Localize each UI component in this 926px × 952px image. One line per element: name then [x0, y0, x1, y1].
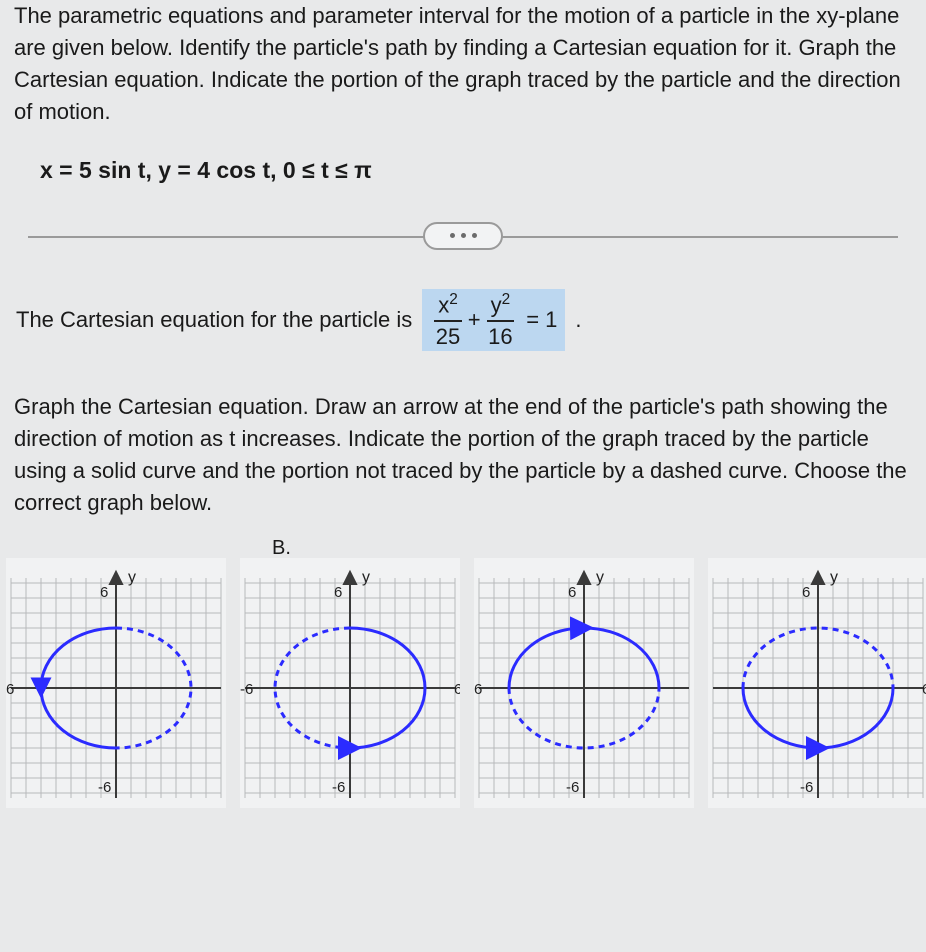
cartesian-answer-row: The Cartesian equation for the particle …	[14, 289, 912, 351]
graph-option-a[interactable]: y 6 6 -6	[6, 558, 226, 808]
svg-text:6: 6	[802, 584, 810, 601]
svg-text:6: 6	[100, 584, 108, 601]
frac2-num: y	[491, 292, 502, 317]
svg-text:-6: -6	[240, 681, 253, 698]
svg-text:y: y	[830, 569, 838, 586]
svg-text:6: 6	[6, 681, 14, 698]
dot-icon	[450, 233, 455, 238]
problem-prompt: The parametric equations and parameter i…	[14, 0, 912, 128]
parametric-equation: x = 5 sin t, y = 4 cos t, 0 ≤ t ≤ π	[40, 154, 912, 187]
graph-option-d[interactable]: y 6 6 -6	[708, 558, 926, 808]
svg-text:-6: -6	[98, 779, 111, 796]
section-divider	[28, 221, 898, 251]
svg-text:-6: -6	[332, 779, 345, 796]
svg-text:6: 6	[334, 584, 342, 601]
graph-prompt: Graph the Cartesian equation. Draw an ar…	[14, 391, 912, 519]
svg-text:-6: -6	[566, 779, 579, 796]
graph-option-b[interactable]: y 6 -6 6 -6	[240, 558, 460, 808]
answer-period: .	[575, 304, 581, 336]
frac1-den: 25	[436, 322, 460, 349]
frac1-num: x	[438, 292, 449, 317]
dot-icon	[461, 233, 466, 238]
dot-icon	[472, 233, 477, 238]
svg-text:6: 6	[454, 681, 460, 698]
equals-one: = 1	[526, 304, 557, 336]
svg-text:y: y	[362, 569, 370, 586]
frac2-den: 16	[488, 322, 512, 349]
expand-button[interactable]	[423, 222, 503, 250]
svg-text:-6: -6	[800, 779, 813, 796]
svg-text:6: 6	[568, 584, 576, 601]
answer-equation-box: x2 25 + y2 16 = 1	[422, 289, 565, 351]
plus-sign: +	[468, 304, 481, 336]
svg-text:6: 6	[922, 681, 926, 698]
fraction-1: x2 25	[434, 291, 462, 349]
svg-text:6: 6	[474, 681, 482, 698]
svg-text:y: y	[596, 569, 604, 586]
fraction-2: y2 16	[487, 291, 515, 349]
graph-option-c[interactable]: y 6 6 -6	[474, 558, 694, 808]
svg-text:y: y	[128, 569, 136, 586]
graph-options-row: y 6 6 -6	[0, 558, 926, 808]
answer-lead-text: The Cartesian equation for the particle …	[16, 304, 412, 336]
